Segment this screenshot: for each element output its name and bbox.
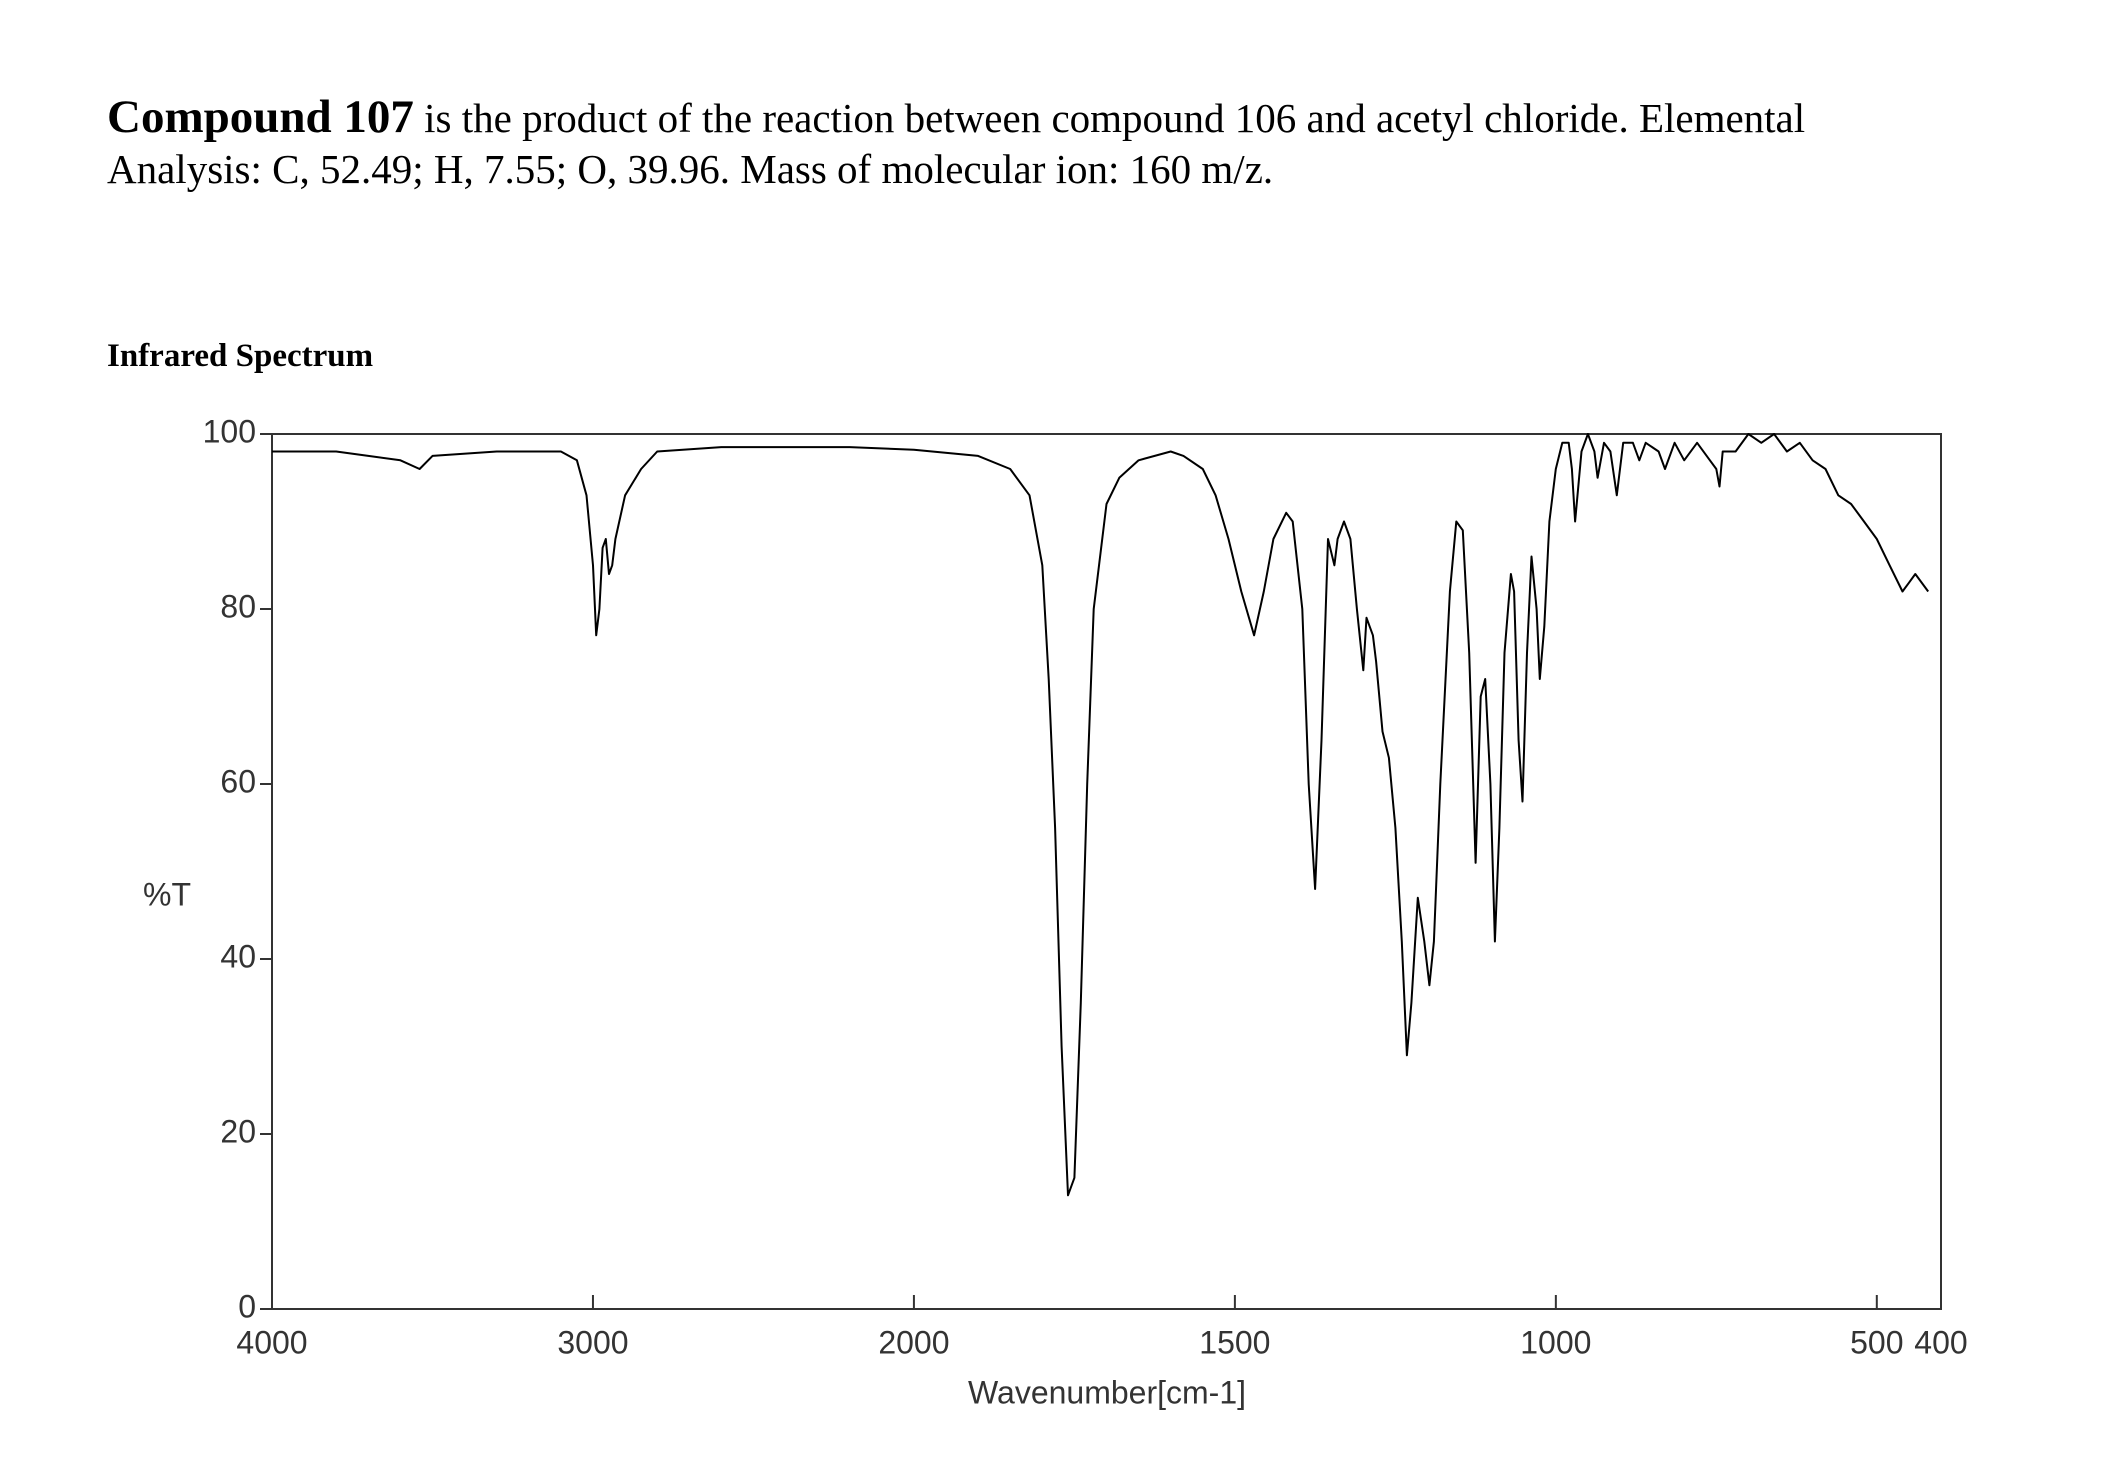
section-title: Infrared Spectrum	[107, 338, 374, 374]
problem-body: is the product of the reaction between c…	[107, 95, 1806, 192]
plot-frame	[271, 433, 1942, 1310]
problem-text: Compound 107 is the product of the react…	[107, 92, 1967, 195]
y-tick-label: 60	[220, 763, 256, 799]
x-tick-label: 1500	[1199, 1324, 1270, 1360]
y-axis-label: %T	[143, 876, 191, 912]
x-tick-label: 2000	[878, 1324, 949, 1360]
y-tick-label: 100	[203, 413, 256, 449]
spectrum-line	[272, 433, 1930, 1197]
y-tick-label: 0	[238, 1288, 256, 1324]
x-tick-label: 1000	[1520, 1324, 1591, 1360]
x-tick-label: 400	[1914, 1324, 1967, 1360]
compound-name: Compound 107	[107, 91, 414, 143]
x-tick-label: 500	[1850, 1324, 1903, 1360]
y-tick-label: 40	[220, 938, 256, 974]
y-tick-label: 80	[220, 588, 256, 624]
x-tick-label: 4000	[236, 1324, 307, 1360]
x-axis-label: Wavenumber[cm-1]	[968, 1374, 1246, 1410]
x-tick-label: 3000	[557, 1324, 628, 1360]
y-tick-label: 20	[220, 1113, 256, 1149]
